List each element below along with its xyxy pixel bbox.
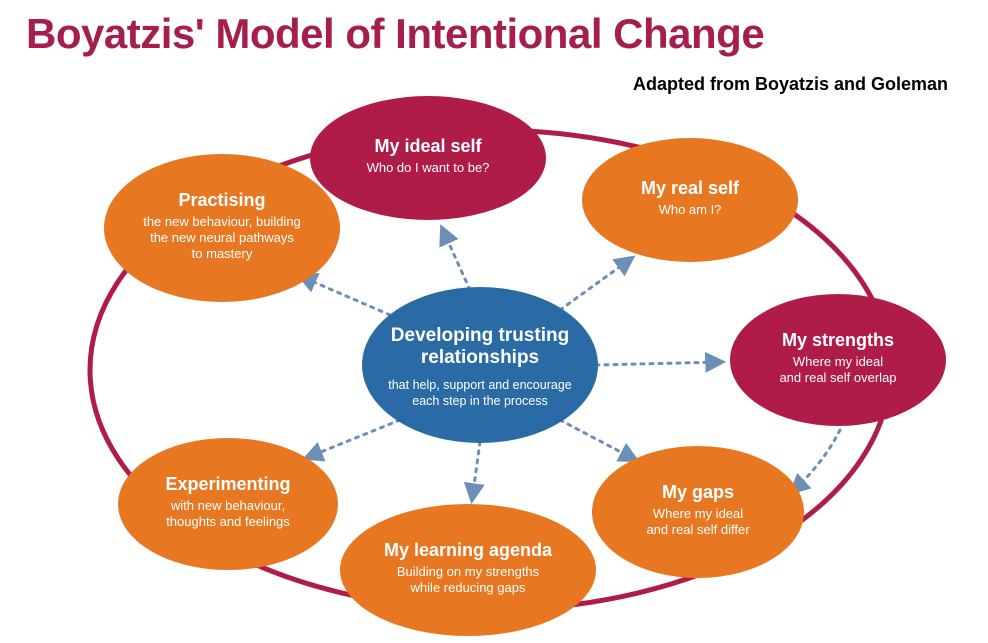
- node-experiment: Experimenting with new behaviour,thoughts…: [118, 438, 338, 570]
- node-ideal-self: My ideal self Who do I want to be?: [310, 96, 546, 220]
- node-sub-line: Where my ideal: [653, 506, 743, 521]
- node-title: My ideal self: [374, 136, 482, 156]
- spoke-strengths: [596, 362, 722, 365]
- center-node: Developing trustingrelationships that hel…: [362, 287, 598, 443]
- node-title: My real self: [641, 178, 740, 198]
- node-sub-line: while reducing gaps: [410, 580, 526, 595]
- node-learning: My learning agenda Building on my strengt…: [340, 504, 596, 636]
- node-gaps: My gaps Where my idealand real self diffe…: [592, 446, 804, 578]
- node-real-self: My real self Who am I?: [582, 138, 798, 262]
- page-title: Boyatzis' Model of Intentional Change: [26, 10, 764, 58]
- spoke-real-self: [560, 258, 632, 310]
- spoke-ideal-self: [442, 228, 470, 290]
- diagram-container: Developing trustingrelationships that hel…: [0, 60, 988, 643]
- center-sub-line: that help, support and encourage: [388, 378, 572, 392]
- center-title-line: relationships: [421, 347, 539, 368]
- spoke-learning: [472, 442, 480, 500]
- node-title: My learning agenda: [384, 540, 553, 560]
- node-sub-line: Where my ideal: [793, 354, 883, 369]
- node-sub-line: the new behaviour, building: [143, 214, 301, 229]
- node-title: My strengths: [782, 330, 894, 350]
- node-sub-line: thoughts and feelings: [166, 514, 290, 529]
- node-title: My gaps: [662, 482, 734, 502]
- node-practising: Practising the new behaviour, buildingthe…: [104, 154, 340, 302]
- diagram-svg: Developing trustingrelationships that hel…: [0, 60, 988, 643]
- node-sub-line: Who am I?: [659, 202, 722, 217]
- ring-arc-strengths-to-gaps: [792, 430, 840, 492]
- node-title: Experimenting: [165, 474, 290, 494]
- node-sub-line: to mastery: [192, 246, 253, 261]
- spoke-practising: [300, 276, 390, 315]
- node-sub-line: and real self overlap: [779, 370, 896, 385]
- node-sub-line: Building on my strengths: [397, 564, 540, 579]
- node-strengths: My strengths Where my idealand real self …: [730, 294, 946, 426]
- node-title: Practising: [178, 190, 265, 210]
- spoke-experiment: [306, 420, 400, 458]
- node-sub-line: Who do I want to be?: [367, 160, 490, 175]
- spoke-gaps: [560, 420, 636, 460]
- center-sub-line: each step in the process: [412, 394, 548, 408]
- center-title-line: Developing trusting: [391, 325, 569, 346]
- node-sub-line: with new behaviour,: [170, 498, 285, 513]
- node-sub-line: and real self differ: [646, 522, 750, 537]
- node-sub-line: the new neural pathways: [150, 230, 294, 245]
